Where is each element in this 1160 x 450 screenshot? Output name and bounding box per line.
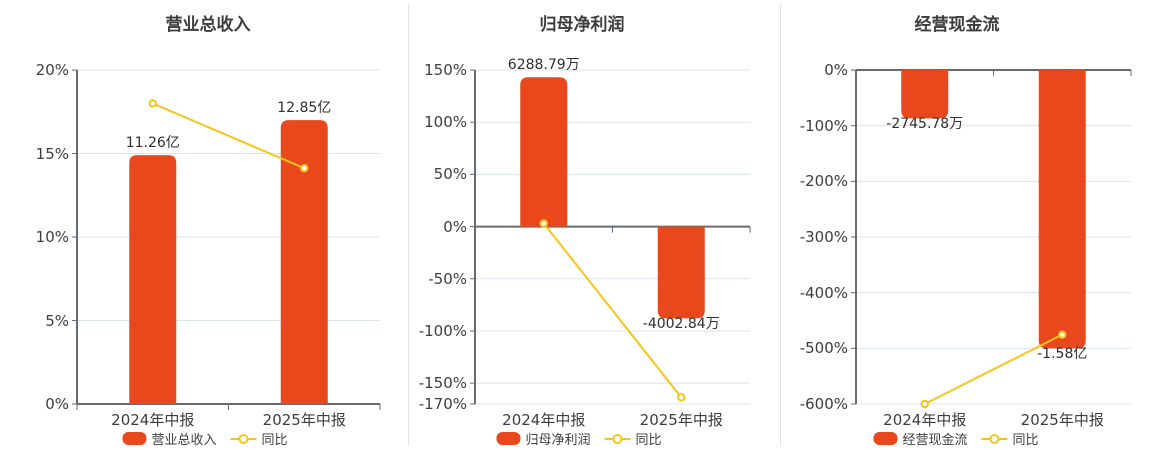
y-axis-tick-label: -600% (799, 395, 848, 413)
x-axis-label: 2024年中报 (111, 411, 195, 429)
bar-营业总收入-2024年中报[interactable] (129, 155, 177, 404)
yoy-line-marker[interactable] (300, 163, 309, 173)
legend-item-net-profit-yoy[interactable]: 同比 (604, 429, 662, 448)
bar-value-label: 11.26亿 (125, 135, 180, 152)
bar-value-label: 6288.79万 (507, 57, 580, 74)
bar-series-swatch-icon (873, 432, 898, 445)
y-axis-tick-label: -170% (418, 395, 467, 413)
legend-item-net-profit-bar[interactable]: 归母净利润 (496, 429, 591, 448)
chart-title-net-profit: 归母净利润 (539, 15, 625, 35)
line-series-icon (230, 433, 257, 444)
yoy-line (152, 102, 305, 170)
x-axis-label: 2024年中报 (883, 411, 967, 429)
bar-value-label: 12.85亿 (277, 100, 332, 117)
yoy-line-marker[interactable] (677, 393, 686, 402)
panel-divider-2 (780, 4, 781, 446)
bar-series-swatch-icon (122, 432, 147, 445)
y-axis-tick-label: 15% (35, 144, 69, 163)
bar-经营现金流-2025年中报[interactable] (1038, 70, 1086, 349)
y-axis-tick-label: -100% (418, 321, 467, 340)
y-axis-tick-label: -50% (428, 269, 467, 288)
line-series-icon (604, 433, 631, 444)
bar-value-label: -1.58亿 (1037, 346, 1088, 363)
legend-label: 归母净利润 (525, 433, 591, 448)
legend-item-revenue-yoy[interactable]: 同比 (230, 429, 288, 448)
y-axis-tick-label: 150% (424, 61, 467, 79)
y-axis-tick-label: -200% (799, 172, 848, 191)
chart-title-cash-flow: 经营现金流 (914, 15, 1000, 35)
y-axis-tick-label: 0% (824, 61, 848, 79)
y-axis-tick-label: 0% (443, 217, 467, 236)
y-axis-tick-label: 20% (35, 61, 69, 79)
legend-net-profit: 归母净利润 同比 (496, 429, 662, 448)
chart-title-revenue: 营业总收入 (165, 15, 251, 35)
bar-归母净利润-2024年中报[interactable] (520, 77, 568, 227)
x-axis-label: 2024年中报 (502, 411, 586, 429)
legend-label: 经营现金流 (902, 433, 968, 448)
yoy-line-marker[interactable] (539, 219, 548, 228)
line-series-icon (981, 433, 1008, 444)
y-axis-tick-label: 0% (45, 395, 69, 413)
yoy-line-marker[interactable] (148, 99, 157, 108)
bar-归母净利润-2025年中报[interactable] (657, 226, 705, 319)
legend-label: 同比 (261, 433, 288, 448)
legend-cash-flow: 经营现金流 同比 (873, 429, 1039, 448)
y-axis-tick-label: -300% (799, 228, 848, 246)
y-axis-tick-label: 5% (45, 311, 69, 330)
legend-label: 同比 (1012, 433, 1039, 448)
panel-divider-1 (408, 4, 409, 446)
x-axis-label: 2025年中报 (262, 411, 346, 429)
bar-value-label: -2745.78万 (886, 116, 964, 133)
line-marker-ring-icon (612, 433, 623, 444)
bar-经营现金流-2024年中报[interactable] (901, 70, 949, 119)
y-axis-tick-label: -500% (799, 339, 848, 358)
legend-label: 同比 (635, 433, 662, 448)
yoy-line (542, 222, 683, 398)
x-axis-label: 2025年中报 (1020, 411, 1104, 429)
yoy-line-marker[interactable] (1058, 330, 1067, 339)
legend-item-cash-flow-bar[interactable]: 经营现金流 (873, 429, 968, 448)
legend-label: 营业总收入 (151, 433, 217, 448)
legend-revenue: 营业总收入 同比 (122, 429, 288, 448)
line-marker-ring-icon (238, 433, 249, 444)
legend-item-cash-flow-yoy[interactable]: 同比 (981, 429, 1039, 448)
yoy-line (924, 333, 1063, 405)
x-axis-label: 2025年中报 (639, 411, 723, 429)
y-axis-tick-label: 100% (424, 113, 467, 132)
bar-营业总收入-2025年中报[interactable] (280, 120, 328, 404)
yoy-line-marker[interactable] (920, 399, 929, 409)
line-marker-ring-icon (989, 433, 1000, 444)
y-axis-tick-label: 10% (35, 228, 69, 246)
y-axis-tick-label: 50% (433, 165, 467, 184)
y-axis-tick-label: -150% (418, 374, 467, 393)
y-axis-tick-label: -400% (799, 283, 848, 302)
bar-value-label: -4002.84万 (642, 316, 720, 333)
bar-series-swatch-icon (496, 432, 521, 445)
y-axis-tick-label: -100% (799, 116, 848, 135)
legend-item-revenue-bar[interactable]: 营业总收入 (122, 429, 217, 448)
